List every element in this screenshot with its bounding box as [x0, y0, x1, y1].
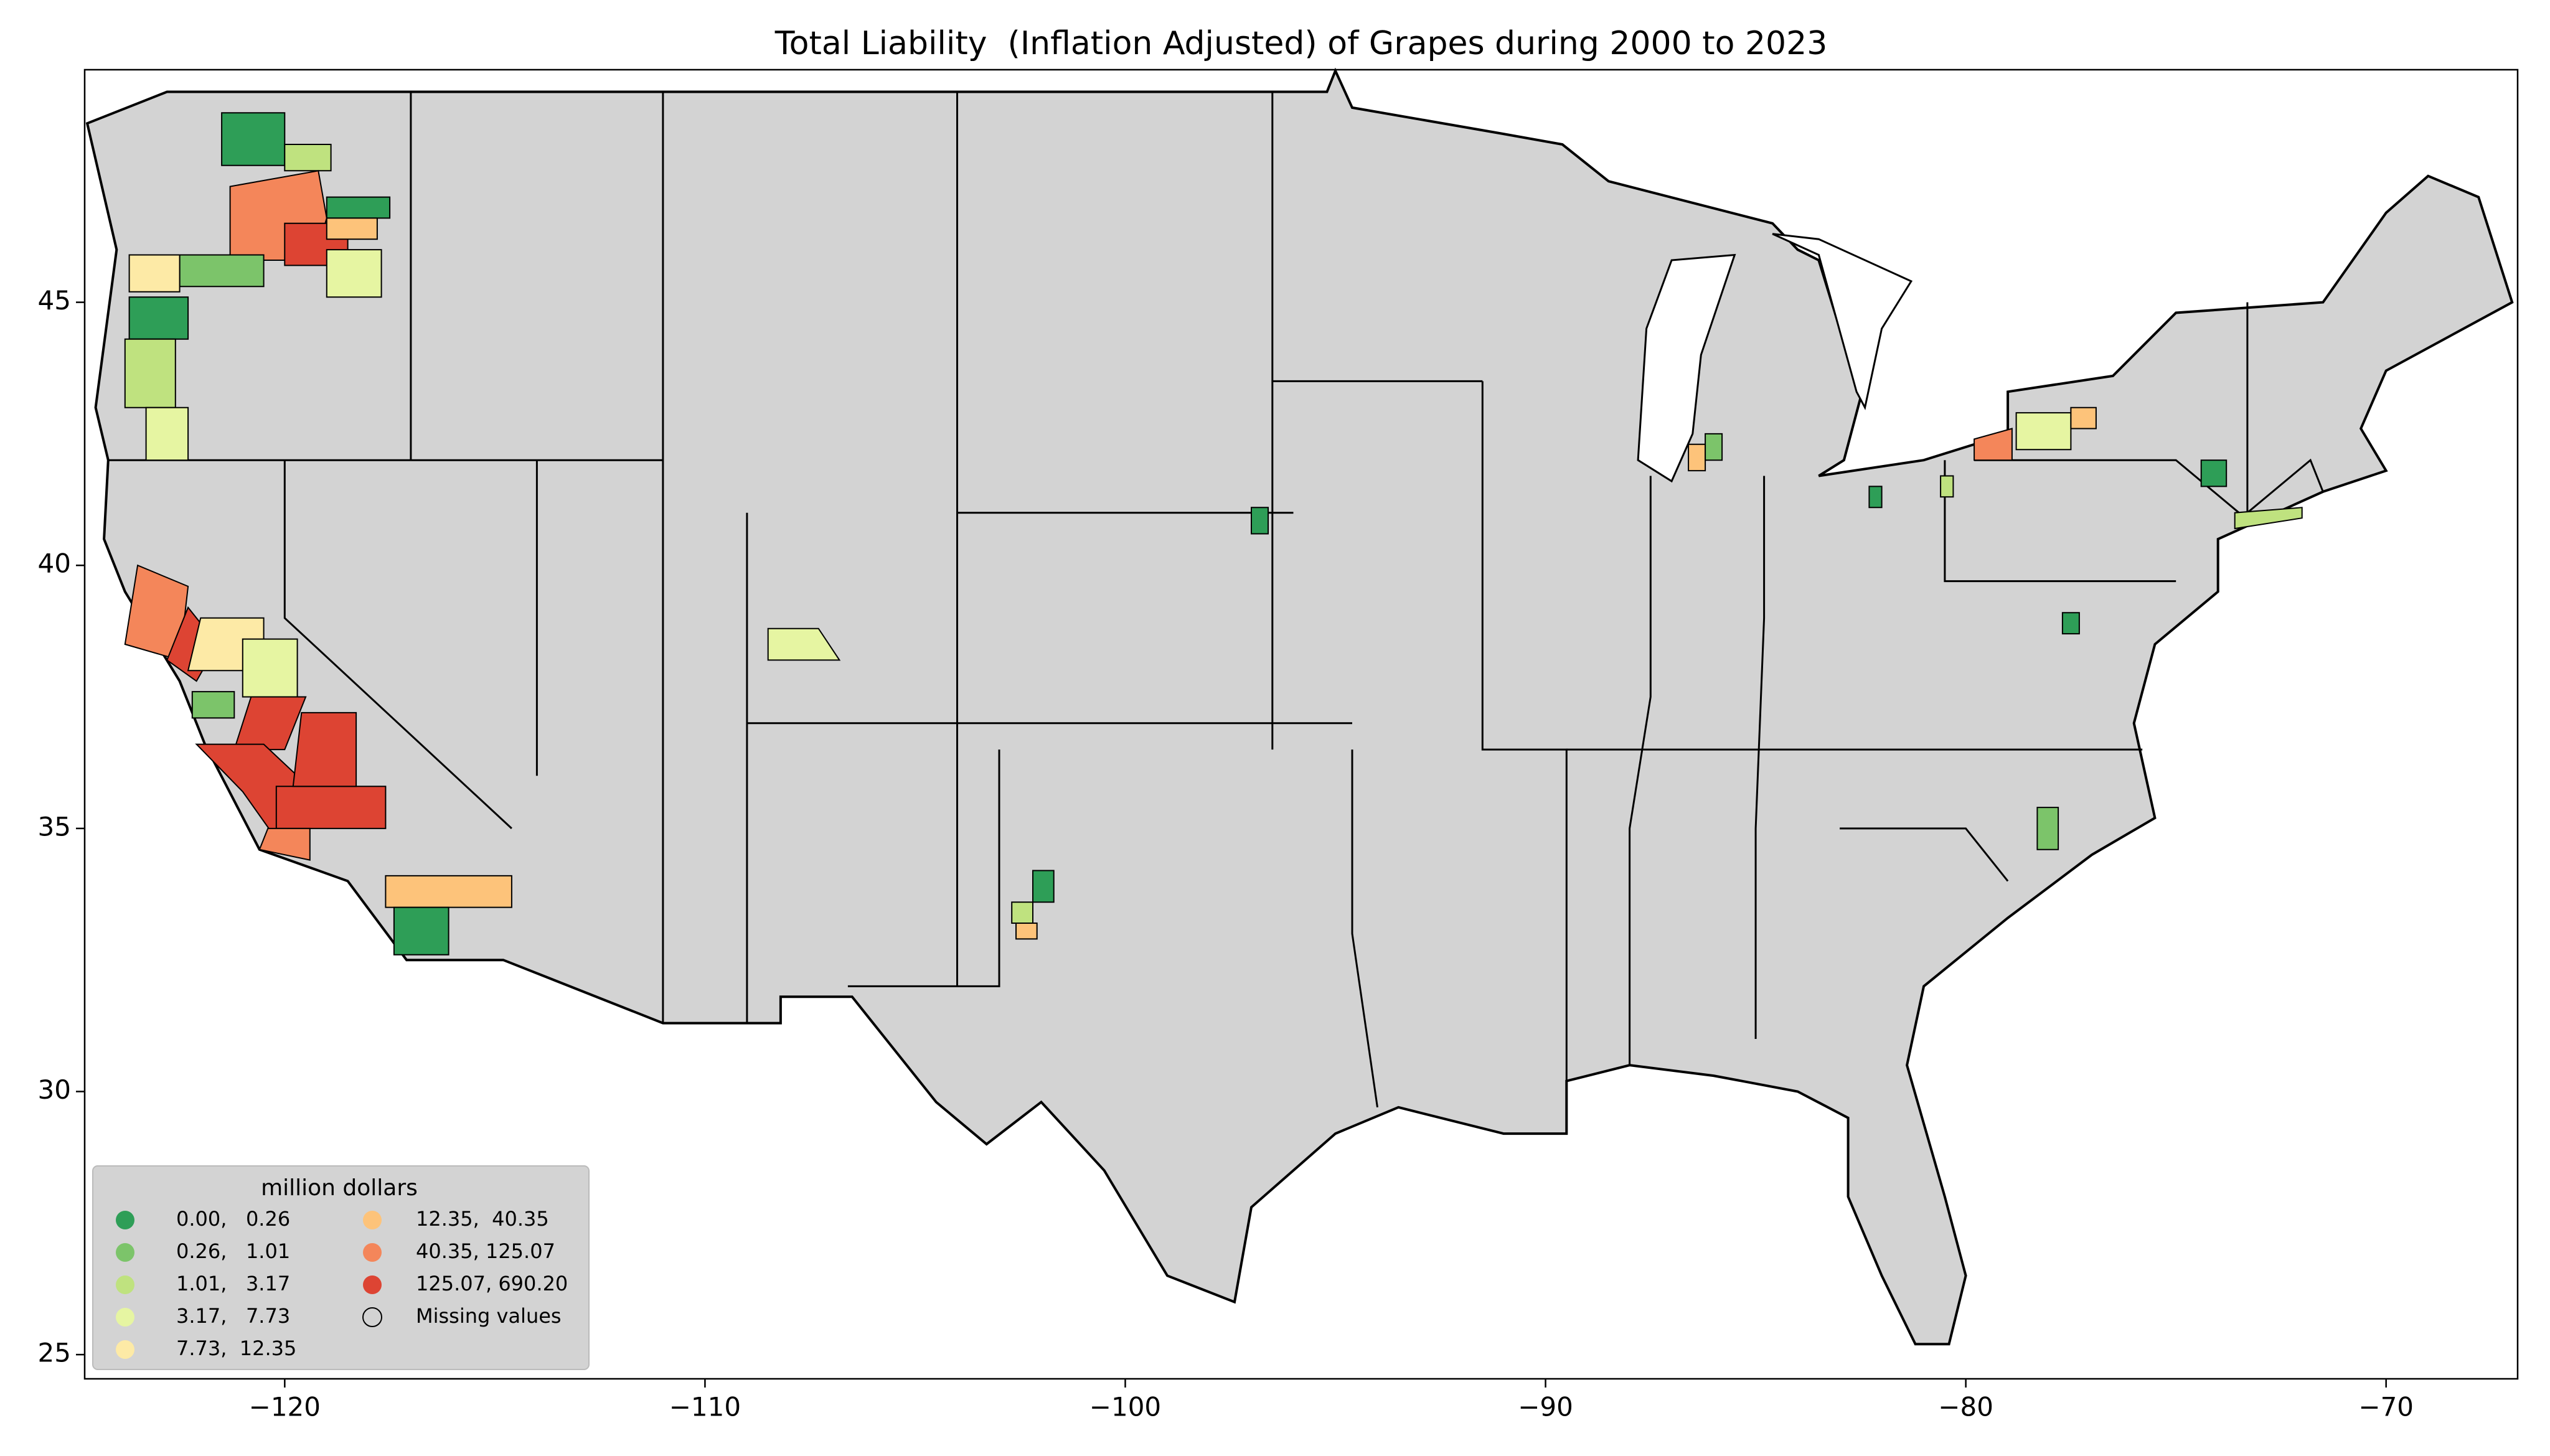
county-region	[284, 144, 332, 172]
state-border	[1481, 381, 1568, 1081]
state-border	[2246, 302, 2324, 515]
county-region	[128, 296, 189, 340]
legend-label: 7.73, 12.35	[176, 1336, 296, 1360]
county-region	[1688, 443, 1706, 472]
x-tick-label: −70	[2358, 1392, 2414, 1422]
x-tick-label: −120	[249, 1392, 321, 1422]
county-region	[385, 875, 512, 908]
legend-label: 0.00, 0.26	[176, 1207, 290, 1231]
county-region	[2234, 507, 2303, 530]
county-region	[191, 691, 235, 719]
state-border	[283, 460, 512, 829]
x-tick-label: −90	[1518, 1392, 1573, 1422]
county-region	[393, 906, 449, 956]
legend-label: 3.17, 7.73	[176, 1304, 290, 1328]
county-region	[1015, 923, 1038, 940]
x-tick-label: −110	[669, 1392, 741, 1422]
county-region	[1940, 475, 1954, 498]
county-region	[221, 112, 286, 166]
county-region	[124, 338, 176, 408]
county-region	[326, 196, 391, 219]
legend-marker	[363, 1243, 382, 1262]
chart-title: Total Liability (Inflation Adjusted) of …	[774, 25, 1828, 62]
county-region	[179, 254, 265, 288]
us-land	[85, 67, 2514, 1346]
state-border	[1944, 460, 2176, 583]
county-region	[2036, 807, 2059, 850]
state-border	[847, 749, 1000, 987]
legend-marker	[116, 1243, 134, 1262]
county-region	[326, 249, 382, 298]
lake-michigan	[1637, 253, 1736, 483]
x-tick-label: −100	[1089, 1392, 1161, 1422]
legend-marker	[116, 1340, 134, 1359]
legend-box	[92, 1165, 590, 1370]
county-region	[1974, 428, 2013, 461]
y-tick-label: 30	[38, 1074, 71, 1105]
legend-label: 12.35, 40.35	[416, 1207, 549, 1231]
legend-label: Missing values	[416, 1304, 562, 1328]
state-border	[1754, 476, 1766, 1039]
county-region	[145, 406, 189, 461]
county-region	[275, 786, 387, 829]
state-border	[1974, 459, 2240, 514]
legend-marker	[116, 1308, 134, 1327]
state-border	[1629, 476, 1652, 1066]
county-region	[128, 254, 181, 293]
legend-title: million dollars	[261, 1175, 418, 1201]
state-border	[1351, 749, 1378, 1108]
county-region	[326, 217, 378, 240]
legend-marker	[116, 1211, 134, 1229]
legend-marker	[363, 1211, 382, 1229]
county-region	[124, 564, 189, 661]
county-region	[2015, 412, 2072, 451]
legend-marker	[116, 1275, 134, 1294]
y-tick-label: 45	[38, 285, 71, 316]
legend-label: 1.01, 3.17	[176, 1272, 290, 1295]
state-border	[1840, 827, 2009, 882]
county-region	[2200, 459, 2228, 487]
legend-label: 0.26, 1.01	[176, 1239, 290, 1263]
y-tick-label: 40	[38, 548, 71, 579]
county-region	[1251, 507, 1269, 535]
legend-label: 125.07, 690.20	[416, 1272, 568, 1295]
county-region	[767, 627, 841, 661]
county-region	[258, 827, 311, 861]
legend-marker	[362, 1307, 382, 1327]
county-region	[1705, 433, 1723, 461]
county-region	[1868, 486, 1883, 509]
legend-label: 40.35, 125.07	[416, 1239, 555, 1263]
legend-marker	[363, 1275, 382, 1294]
y-tick-label: 25	[38, 1338, 71, 1368]
lake-huron	[1772, 233, 1913, 411]
county-region	[2070, 406, 2097, 430]
county-region	[1032, 870, 1055, 903]
county-region	[1011, 901, 1033, 924]
plot-frame	[83, 68, 2519, 1380]
x-tick-label: −80	[1938, 1392, 1993, 1422]
county-region	[2061, 612, 2080, 635]
county-region	[292, 712, 357, 787]
county-region	[242, 638, 298, 698]
y-tick-label: 35	[38, 811, 71, 842]
